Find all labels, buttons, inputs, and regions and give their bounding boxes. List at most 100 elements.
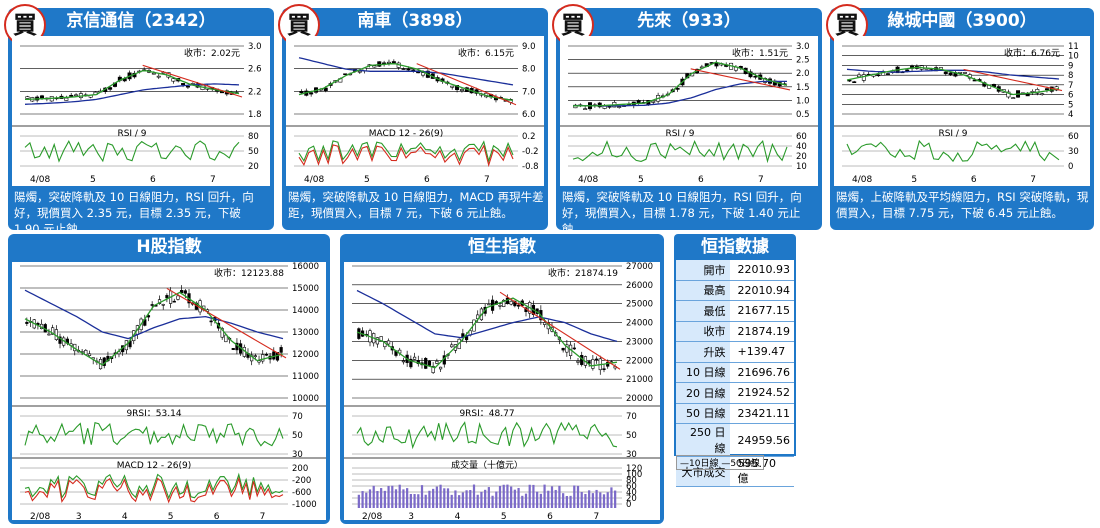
candle-body — [165, 295, 169, 299]
row-label: 最低 — [676, 300, 730, 322]
chart-bg — [12, 262, 326, 520]
candle-body — [108, 87, 113, 90]
volume-bar — [510, 486, 513, 508]
candle-body — [587, 361, 591, 364]
volume-bar — [610, 487, 613, 508]
indicator-label: RSI / 9 — [117, 129, 146, 139]
volume-bar — [365, 492, 368, 508]
row-value: 21924.52 — [729, 382, 794, 404]
panel-title: H股指數 — [136, 237, 202, 257]
volume-bar — [498, 485, 502, 508]
panel-description: 陽燭，突破降軌及 10 日線阻力，MACD 再現牛差距，現價買入，目標 7 元，… — [288, 190, 544, 220]
panel-description: 陽燭，上破降軌及平均線阻力，RSI 突破降軌，現價買入，目標 7.75 元，下破… — [836, 190, 1089, 220]
chart-area: 27000 26000 25000 24000 23000 22000 21000 20000… — [344, 262, 660, 520]
candle-body — [183, 290, 187, 294]
trend-line — [142, 64, 243, 98]
close-label: 收市：6.76元 — [1004, 47, 1060, 59]
candle-body — [651, 100, 656, 103]
price-tick-label: 10 — [1068, 52, 1079, 62]
x-tick-label: 7 — [1030, 175, 1036, 185]
candle-body — [487, 303, 491, 306]
price-tick-label: 8 — [1068, 71, 1073, 81]
candle-body — [602, 106, 607, 109]
indicator-tick-label: 10 — [796, 162, 807, 172]
panel-title: 恒生指數 — [468, 237, 536, 257]
price-tick-label: 1.0 — [796, 96, 810, 106]
indicator-tick-label: 30 — [1068, 147, 1079, 157]
volume-bar — [465, 490, 468, 508]
candle-body — [431, 365, 435, 373]
price-tick-label: 3.0 — [248, 42, 262, 52]
candle-body — [176, 295, 180, 300]
candle-body — [594, 358, 599, 361]
candle-body — [156, 75, 161, 78]
candle-body — [963, 72, 968, 74]
candle-body — [309, 92, 314, 95]
volume-bar — [435, 486, 438, 508]
candle-body — [299, 91, 304, 94]
volume-bar — [417, 494, 420, 508]
volume-bar — [357, 494, 360, 508]
indicator-line — [572, 139, 788, 164]
price-tick-label: 10000 — [292, 394, 319, 404]
row-value: 21677.15 — [729, 300, 794, 322]
candle-body — [1035, 89, 1040, 94]
candle-body — [421, 72, 426, 76]
candle-body — [885, 73, 890, 75]
volume-bar — [588, 490, 591, 508]
candle-body — [409, 358, 413, 368]
x-tick-label: 5 — [364, 175, 370, 185]
candle-body — [576, 360, 580, 363]
row-value: 22010.94 — [729, 280, 794, 301]
volume-bar — [469, 490, 472, 508]
ma10-line — [573, 61, 788, 107]
volume-bar — [543, 484, 546, 508]
candle-body — [597, 102, 602, 108]
candle-body — [763, 78, 768, 83]
candle-body — [357, 70, 362, 73]
trend-line — [166, 287, 287, 359]
indicator-tick-label: 40 — [796, 142, 807, 152]
candle-body — [185, 85, 190, 88]
candle-body — [343, 73, 348, 76]
volume-bar — [450, 494, 453, 508]
volume-bar — [513, 489, 516, 508]
indicator-line — [24, 472, 284, 500]
table-title: 恒指數據 — [701, 237, 769, 257]
volume-bar — [458, 495, 461, 508]
volume-bar — [554, 489, 557, 508]
volume-bar — [484, 489, 487, 508]
chart-area: 16000 15000 14000 13000 12000 11000 10000 收市：12… — [12, 262, 326, 520]
row-label: 250 日線 — [676, 423, 730, 457]
candle-body — [561, 347, 565, 351]
x-tick-label: 2/08 — [362, 512, 382, 520]
volume-bar — [387, 486, 390, 508]
volume-bar — [394, 489, 398, 508]
volume-bar — [409, 493, 412, 508]
candle-body — [502, 299, 506, 307]
candle-body — [74, 94, 79, 97]
x-tick-label: 4/08 — [304, 175, 324, 185]
x-tick-label: 5 — [638, 175, 644, 185]
x-tick-label: 6 — [698, 175, 704, 185]
panel-description: 陽燭，突破降軌及 10 日線阻力，RSI 回升，向好，現價買入 2.35 元，目… — [14, 190, 254, 236]
indicator-tick-label: 30 — [626, 450, 637, 460]
row-label: 收市 — [676, 321, 730, 342]
trend-line — [963, 68, 1063, 92]
indicator-tick-label: 70 — [626, 412, 637, 422]
volume-bar — [480, 491, 483, 508]
ma-legend: —10日線 —50日線 — [676, 455, 764, 470]
candle-body — [25, 96, 30, 99]
price-tick-label: 27000 — [626, 262, 653, 272]
hsi-data-table-header: 恒指數據 — [674, 234, 796, 260]
x-tick-label: 5 — [90, 175, 96, 185]
indicator-tick-label: -1000 — [292, 500, 317, 510]
candle-body — [591, 359, 595, 369]
row-label: 20 日線 — [676, 382, 730, 404]
row-value: 23421.11 — [729, 403, 794, 424]
candle-body — [64, 97, 69, 101]
candle-body — [172, 300, 176, 303]
candle-body — [435, 360, 439, 364]
candle-body — [948, 72, 953, 76]
x-tick-label: 6 — [424, 175, 430, 185]
